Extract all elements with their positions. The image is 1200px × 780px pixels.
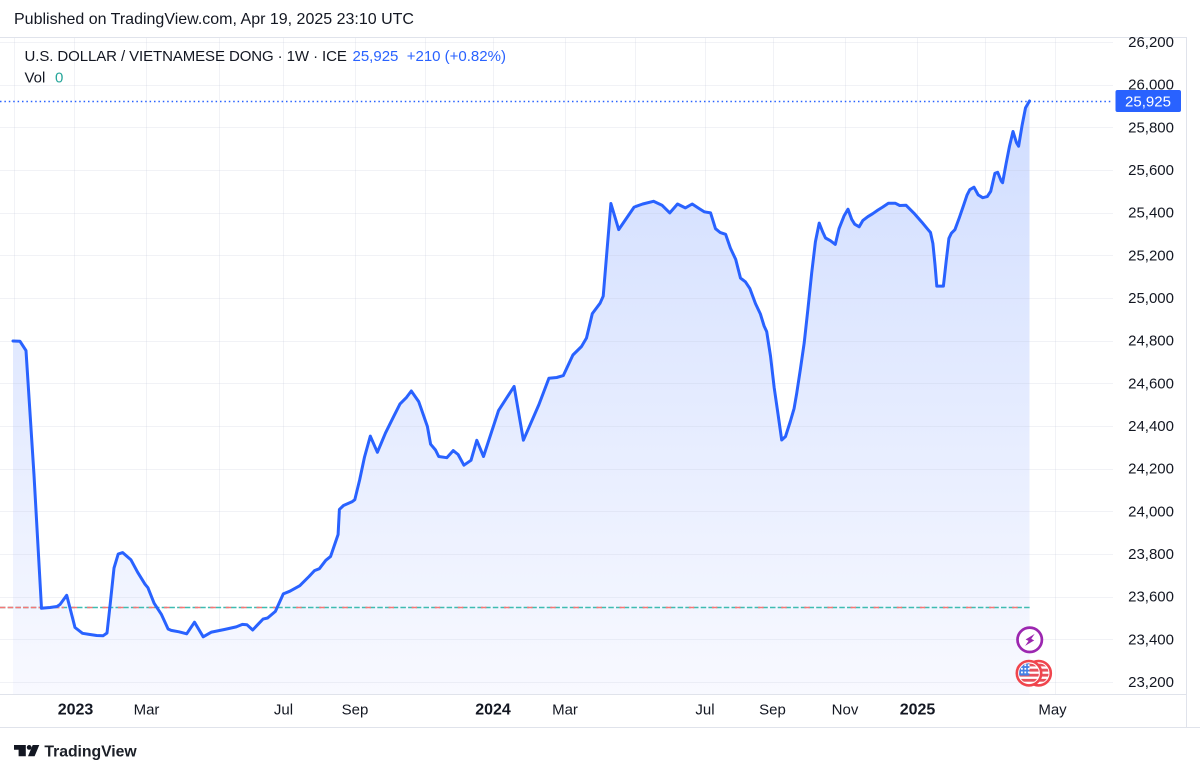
svg-text:25,925: 25,925: [1125, 94, 1171, 111]
svg-text:24,000: 24,000: [1128, 503, 1174, 520]
svg-text:2025: 2025: [900, 702, 936, 719]
svg-text:Nov: Nov: [832, 702, 859, 719]
svg-text:25,400: 25,400: [1128, 205, 1174, 222]
svg-text:23,200: 23,200: [1128, 674, 1174, 691]
svg-text:25,000: 25,000: [1128, 290, 1174, 307]
svg-text:23,800: 23,800: [1128, 546, 1174, 563]
svg-text:Published on TradingView.com,: Published on TradingView.com, Apr 19, 20…: [14, 11, 414, 28]
svg-text:23,400: 23,400: [1128, 631, 1174, 648]
svg-text:Vol: Vol: [25, 70, 46, 87]
svg-text:Sep: Sep: [342, 702, 369, 719]
svg-text:26,000: 26,000: [1128, 77, 1174, 94]
svg-text:24,600: 24,600: [1128, 375, 1174, 392]
svg-text:24,800: 24,800: [1128, 333, 1174, 350]
svg-text:25,200: 25,200: [1128, 247, 1174, 264]
svg-text:U.S. DOLLAR / VIETNAMESE DONG: U.S. DOLLAR / VIETNAMESE DONG · 1W · ICE: [25, 48, 347, 65]
svg-text:24,400: 24,400: [1128, 418, 1174, 435]
svg-text:Mar: Mar: [134, 702, 160, 719]
svg-text:Sep: Sep: [759, 702, 786, 719]
svg-text:Jul: Jul: [274, 702, 293, 719]
svg-text:23,600: 23,600: [1128, 589, 1174, 606]
svg-text:Jul: Jul: [695, 702, 714, 719]
svg-text:25,925 +210 (+0.82%): 25,925 +210 (+0.82%): [353, 48, 506, 65]
svg-text:2024: 2024: [475, 702, 511, 719]
svg-text:0: 0: [55, 70, 63, 87]
svg-text:May: May: [1038, 702, 1067, 719]
svg-text:2023: 2023: [58, 702, 94, 719]
svg-text:25,800: 25,800: [1128, 119, 1174, 136]
svg-text:25,600: 25,600: [1128, 162, 1174, 179]
svg-text:24,200: 24,200: [1128, 461, 1174, 478]
svg-text:Mar: Mar: [552, 702, 578, 719]
svg-text:26,200: 26,200: [1128, 34, 1174, 51]
svg-text:TradingView: TradingView: [44, 744, 137, 761]
